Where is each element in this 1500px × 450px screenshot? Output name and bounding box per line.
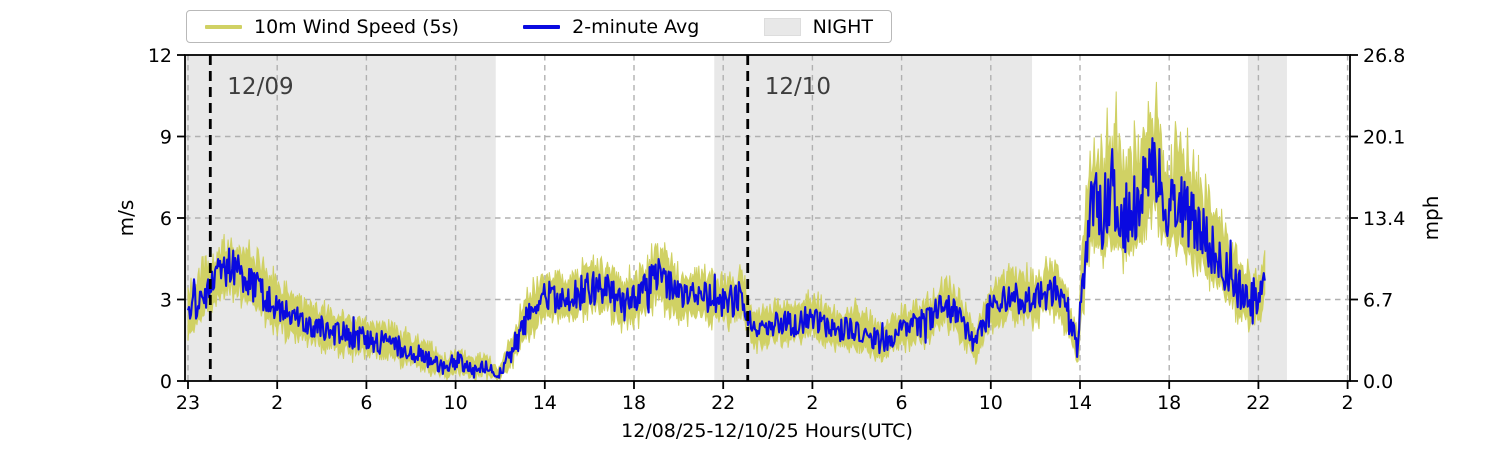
tick-labels-group: 23 2 6 10 14 18 22 2 6 10 14 18 22 20369120.06.713.42… [148, 45, 1406, 414]
x-tick-label: 2 [1342, 392, 1354, 414]
date-annotation-1210: 12/10 [764, 74, 832, 100]
y-tick-label-mph: 26.8 [1363, 45, 1405, 67]
legend-label-night: NIGHT [812, 15, 873, 38]
x-tick-label: 23 [176, 392, 200, 414]
y-tick-label-ms: 12 [148, 45, 172, 67]
y-tick-label-ms: 6 [160, 208, 172, 230]
x-axis-label: 12/08/25-12/10/25 Hours(UTC) [621, 420, 913, 442]
x-tick-label: 10 [444, 392, 468, 414]
y-tick-label-ms: 9 [160, 127, 172, 149]
x-tick-label: 6 [896, 392, 908, 414]
y-tick-label-mph: 20.1 [1363, 127, 1405, 149]
legend-patch-sample-night [763, 17, 801, 36]
x-tick-label: 14 [1068, 392, 1092, 414]
x-tick-label: 6 [360, 392, 372, 414]
legend-label-wind-5s: 10m Wind Speed (5s) [254, 15, 459, 38]
y-axis-label-ms: m/s [114, 199, 138, 237]
y-axis-label-mph: mph [1419, 195, 1443, 241]
legend-label-2min-avg: 2-minute Avg [572, 15, 700, 38]
chart-legend: 10m Wind Speed (5s) 2-minute Avg NIGHT [186, 10, 892, 43]
x-tick-label: 2 [271, 392, 283, 414]
x-tick-label: 22 [1246, 392, 1270, 414]
y-tick-label-mph: 13.4 [1363, 208, 1405, 230]
y-tick-label-ms: 3 [160, 290, 172, 312]
tick-marks-group [177, 54, 1358, 389]
2min-avg-line [186, 137, 1266, 379]
x-tick-label: 22 [711, 392, 735, 414]
y-tick-label-mph: 0.0 [1363, 371, 1393, 393]
legend-item-wind-5s: 10m Wind Speed (5s) [205, 16, 459, 38]
legend-item-night: NIGHT [763, 15, 873, 38]
x-tick-label: 18 [622, 392, 646, 414]
legend-line-sample-wind-5s [205, 24, 242, 29]
x-tick-label: 14 [533, 392, 557, 414]
x-tick-label: 18 [1157, 392, 1181, 414]
legend-line-sample-2min-avg [523, 24, 561, 29]
x-tick-label: 2 [806, 392, 818, 414]
grid-group [185, 55, 1350, 381]
y-tick-label-mph: 6.7 [1363, 290, 1393, 312]
y-tick-label-ms: 0 [160, 371, 172, 393]
date-annotation-1209: 12/09 [227, 74, 294, 100]
x-tick-label: 10 [979, 392, 1003, 414]
legend-item-2min-avg: 2-minute Avg [523, 16, 699, 38]
